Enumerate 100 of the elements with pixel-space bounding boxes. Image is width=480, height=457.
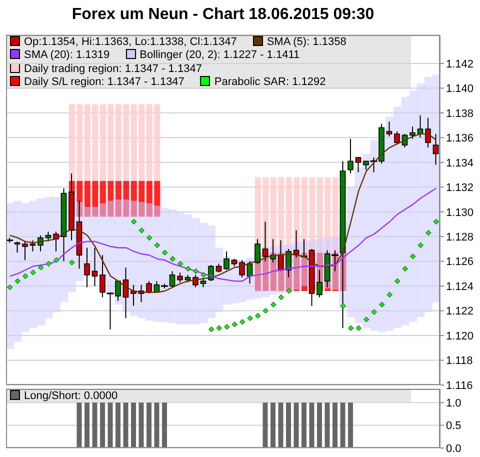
- y-tick-label: 1.130: [446, 206, 474, 219]
- point: [185, 266, 191, 272]
- bar: [176, 212, 184, 324]
- point: [170, 256, 176, 262]
- bar: [37, 198, 45, 326]
- point: [54, 257, 60, 263]
- y-tick-label: 1.126: [446, 256, 474, 268]
- candlestick: [22, 241, 28, 261]
- bar: [409, 90, 417, 322]
- candlestick: [410, 126, 416, 140]
- point: [379, 302, 385, 308]
- legend-label: Op:1.1354, Hi:1.1363, Lo:1.1338, Cl:1.1347: [23, 36, 237, 50]
- point: [394, 278, 400, 284]
- y-tick-label: 1.132: [446, 182, 474, 194]
- point: [30, 270, 36, 276]
- candlestick: [394, 130, 400, 144]
- point: [38, 264, 44, 270]
- candlestick: [425, 117, 431, 148]
- point: [200, 272, 206, 278]
- point: [154, 242, 160, 248]
- bar: [354, 167, 363, 324]
- candlestick: [30, 240, 36, 252]
- point: [146, 235, 152, 241]
- point: [426, 230, 432, 236]
- bar: [192, 218, 200, 324]
- bar: [106, 200, 115, 295]
- y-tick-label: 1.142: [446, 58, 474, 70]
- point: [255, 312, 261, 319]
- point: [14, 278, 20, 284]
- point: [433, 218, 439, 225]
- point: [247, 315, 253, 322]
- y-tick-label: 1.118: [446, 355, 473, 368]
- candlestick: [14, 241, 20, 254]
- point: [208, 326, 214, 332]
- legend-label: Daily trading region: 1.1347 - 1.1347: [23, 62, 202, 76]
- y-tick-label: 1.120: [446, 330, 474, 342]
- y-tick-label: 0.5: [446, 420, 462, 432]
- bar: [394, 106, 402, 328]
- point: [162, 250, 168, 256]
- point: [371, 309, 377, 315]
- candlestick: [53, 231, 59, 252]
- point: [224, 324, 230, 330]
- point: [286, 288, 292, 294]
- legend-label: SMA (5): 1.1358: [266, 36, 346, 50]
- point: [131, 218, 137, 225]
- candlestick: [146, 280, 152, 294]
- candlestick: [348, 138, 354, 174]
- y-tick-label: 0.0: [446, 442, 462, 455]
- bar: [370, 140, 378, 331]
- bar: [424, 77, 432, 312]
- point: [240, 319, 246, 325]
- point: [402, 266, 408, 272]
- candlestick: [432, 133, 439, 166]
- legend-label: SMA (20): 1.1319: [23, 49, 110, 63]
- bar: [161, 208, 169, 322]
- point: [418, 242, 424, 248]
- point: [356, 325, 362, 331]
- point: [340, 303, 346, 309]
- y-tick-label: 1.122: [446, 306, 474, 318]
- bar: [44, 197, 53, 318]
- y-tick-label: 1.138: [446, 108, 474, 120]
- point: [348, 325, 354, 331]
- bar: [184, 214, 192, 324]
- y-tick-label: 1.134: [446, 157, 474, 170]
- point: [7, 284, 13, 290]
- bar: [130, 200, 138, 316]
- candlestick: [45, 231, 52, 242]
- point: [232, 322, 238, 328]
- bar: [22, 203, 30, 332]
- legend-label: Bollinger (20, 2): 1.1227 - 1.1411: [138, 49, 300, 63]
- point: [270, 302, 276, 308]
- point: [278, 294, 284, 300]
- point: [22, 273, 28, 279]
- y-tick-label: 1.136: [446, 132, 474, 145]
- bar: [52, 197, 60, 312]
- bar: [416, 83, 425, 317]
- point: [386, 292, 392, 298]
- bar: [29, 200, 38, 328]
- point: [46, 261, 52, 267]
- y-tick-label: 1.140: [446, 83, 474, 96]
- point: [364, 316, 370, 322]
- y-tick-label: 1.0: [446, 398, 462, 410]
- point: [410, 254, 416, 260]
- chart-title: Forex um Neun - Chart 18.06.2015 09:30: [70, 6, 376, 24]
- bar: [138, 202, 146, 318]
- point: [69, 260, 75, 266]
- bar: [401, 96, 410, 326]
- candlestick: [386, 121, 392, 137]
- legend-label: Long/Short: 0.0000: [23, 390, 118, 402]
- point: [193, 268, 199, 274]
- point: [138, 228, 144, 234]
- y-tick-label: 1.116: [446, 380, 473, 392]
- candlestick: [355, 156, 362, 173]
- bar: [14, 200, 22, 342]
- line-series: [9, 188, 437, 282]
- legend-label: Daily S/L region: 1.1347 - 1.1347: [23, 76, 184, 90]
- bar: [386, 116, 394, 331]
- candlestick: [177, 272, 183, 283]
- legend-label: Parabolic SAR: 1.1292: [213, 76, 326, 90]
- y-tick-label: 1.124: [446, 280, 474, 293]
